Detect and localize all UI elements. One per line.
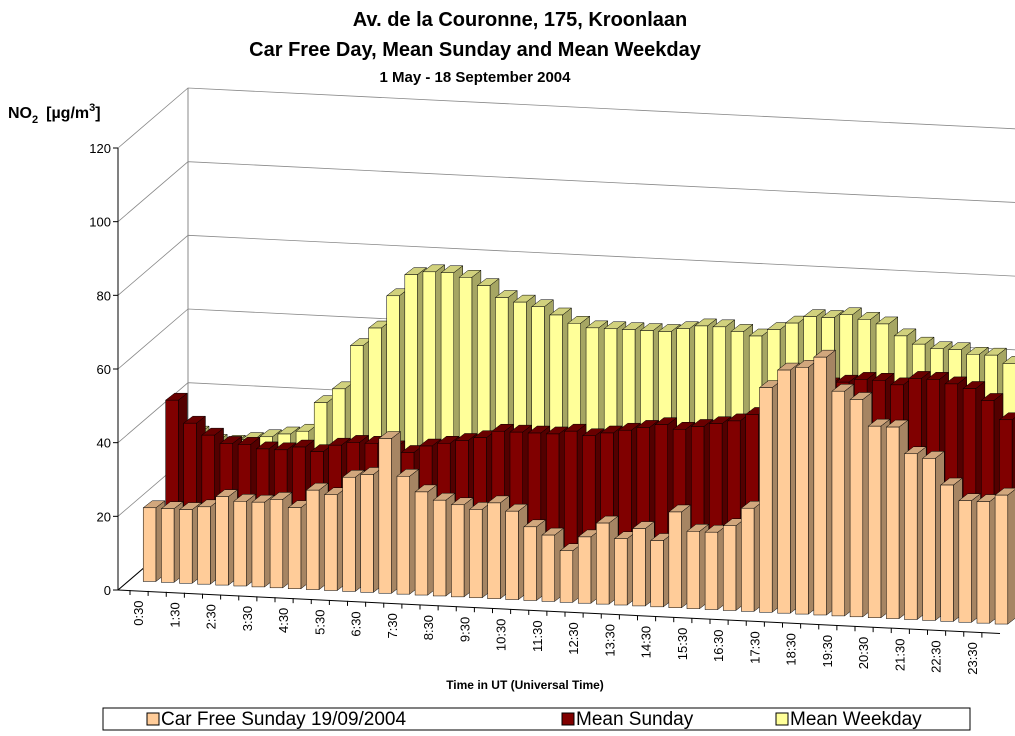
bar: [306, 489, 320, 590]
legend-swatch: [775, 712, 789, 726]
y-tick-label: 40: [97, 436, 111, 451]
bar: [215, 496, 229, 586]
bar: [487, 502, 501, 599]
bar: [813, 356, 827, 616]
grid-line: [117, 87, 1015, 149]
bar: [686, 531, 700, 609]
bar: [541, 534, 555, 602]
bar: [831, 390, 845, 617]
bar: [722, 525, 737, 611]
x-tick-label: 16:30: [711, 629, 726, 662]
bar: [432, 499, 447, 597]
bar: [777, 369, 791, 614]
x-tick-label: 2:30: [204, 604, 219, 629]
x-tick-label: 1:30: [167, 602, 182, 627]
x-tick-label: 10:30: [494, 619, 509, 652]
x-tick-label: 11:30: [530, 620, 545, 652]
legend-label: Car Free Sunday 19/09/2004: [161, 709, 406, 730]
bar: [451, 504, 465, 598]
bar: [414, 491, 429, 596]
legend: Car Free Sunday 19/09/2004 Mean Sunday Mea…: [146, 709, 922, 730]
bar: [505, 510, 519, 600]
bar: [940, 484, 954, 622]
bar: [741, 507, 755, 612]
y-tick-label: 80: [97, 288, 111, 303]
bar: [142, 507, 157, 582]
x-tick-label: 6:30: [349, 611, 364, 636]
x-tick-label: 19:30: [820, 635, 835, 668]
x-tick-label: 22:30: [929, 640, 944, 673]
bar: [559, 550, 574, 603]
bar: [161, 508, 175, 583]
bar: [378, 438, 392, 594]
bar-side: [1007, 489, 1015, 625]
bar: [269, 499, 284, 589]
x-tick-label: 13:30: [602, 624, 617, 657]
x-tick-label: 4:30: [276, 608, 291, 633]
grid-line: [117, 234, 1015, 296]
x-tick-label: 9:30: [457, 617, 472, 642]
bar: [632, 528, 646, 607]
bar: [577, 536, 592, 604]
x-tick-label: 3:30: [240, 606, 255, 631]
legend-swatch: [561, 712, 575, 726]
bar: [197, 506, 211, 585]
bar: [342, 476, 356, 592]
legend-box: [102, 707, 971, 731]
x-axis-label: Time in UT (Universal Time): [446, 678, 604, 692]
bar: [650, 540, 664, 608]
bar: [469, 509, 483, 599]
x-tick-label: 7:30: [385, 613, 400, 638]
x-tick-label: 15:30: [675, 628, 690, 661]
x-tick-label: 17:30: [747, 631, 762, 664]
y-axis-label: NO2 [µg/m3]: [8, 102, 101, 126]
bar: [668, 511, 682, 608]
x-tick-label: 0:30: [131, 600, 146, 625]
bar: [867, 425, 882, 618]
bar: [849, 399, 864, 618]
y-tick-label: 20: [97, 509, 111, 524]
bar: [251, 501, 265, 588]
bar: [922, 458, 936, 621]
chart-title: Car Free Day, Mean Sunday and Mean Weekd…: [249, 39, 702, 61]
x-tick-label: 14:30: [639, 626, 654, 659]
x-axis: [117, 589, 1001, 634]
x-tick-label: 21:30: [892, 639, 907, 672]
chart-subtitle: 1 May - 18 September 2004: [380, 69, 572, 86]
y-tick-label: 60: [97, 362, 111, 377]
bar: [523, 526, 537, 601]
bar: [324, 494, 338, 591]
x-tick-label: 23:30: [965, 642, 980, 675]
x-tick-label: 18:30: [784, 633, 799, 666]
bar: [233, 501, 247, 587]
bar: [396, 476, 410, 595]
bar: [886, 426, 900, 619]
bar: [958, 500, 972, 623]
chart-title: Av. de la Couronne, 175, Kroonlaan: [353, 9, 688, 31]
legend-swatch: [146, 712, 160, 726]
y-tick-label: 120: [89, 141, 111, 156]
bar: [994, 494, 1009, 625]
legend-label: Mean Sunday: [576, 709, 694, 730]
bar: [596, 522, 610, 605]
legend-label: Mean Weekday: [790, 709, 922, 730]
bar: [976, 501, 990, 624]
bar: [179, 509, 193, 584]
bar: [904, 453, 918, 620]
plot-area: 0 20 40 60 80 100 120 0:30 1:30 2:30 3:30 4:30 5:30 6…: [89, 87, 1015, 675]
x-tick-label: 5:30: [312, 610, 327, 635]
grid-line: [117, 161, 1015, 222]
bar: [795, 367, 809, 615]
bar: [614, 538, 628, 606]
x-tick-label: 8:30: [421, 615, 436, 640]
x-tick-label: 20:30: [856, 637, 871, 670]
bar: [360, 474, 374, 593]
bar: [287, 507, 302, 589]
bar: [759, 387, 773, 613]
y-tick-label: 0: [104, 583, 111, 598]
y-tick-label: 100: [89, 215, 111, 230]
bar: [704, 531, 719, 610]
x-tick-label: 12:30: [566, 622, 581, 655]
